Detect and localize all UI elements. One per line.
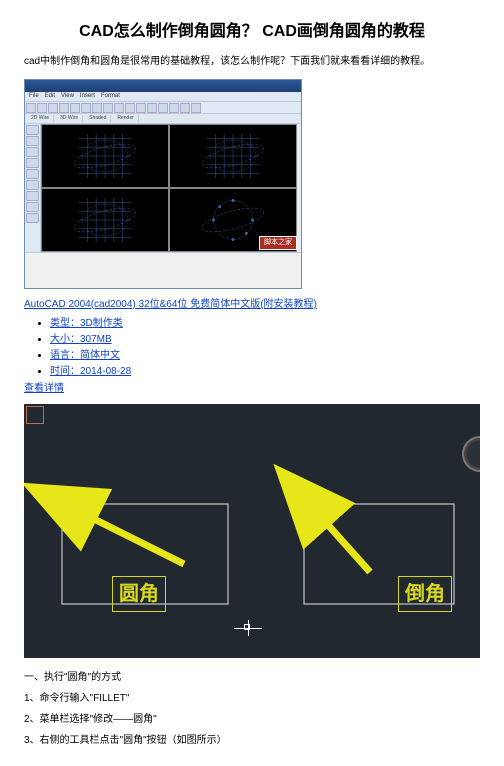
cad-viewport (41, 124, 297, 252)
intro-text: cad中制作倒角和圆角是很常用的基础教程，该怎么制作呢？下面我们就来看看详细的教… (24, 54, 480, 69)
meta-type: 类型：3D制作类 (50, 316, 480, 331)
cad-sidebar (25, 124, 41, 252)
cad-tabs: 2D Wire3D WireShadedRender (25, 114, 301, 124)
section-heading: 一、执行"圆角"的方式 (24, 670, 480, 685)
cad-titlebar (25, 80, 301, 92)
page-title: CAD怎么制作倒角圆角？ CAD画倒角圆角的教程 (24, 20, 480, 44)
viewport-q1 (41, 124, 169, 188)
meta-lang: 语言：简体中文 (50, 348, 480, 363)
download-link[interactable]: AutoCAD 2004(cad2004) 32位&64位 免费简体中文版(附安… (24, 299, 317, 310)
meta-date: 时间：2014-08-28 (50, 364, 480, 379)
watermark: 脚本之家 (259, 236, 297, 251)
chamfer-fillet-diagram: 圆角 倒角 (24, 404, 480, 658)
chamfer-label: 倒角 (398, 576, 452, 612)
viewport-q3 (41, 188, 169, 252)
step-2: 2、菜单栏选择"修改——圆角" (24, 712, 480, 727)
cad-screenshot: FileEditViewInsertFormat 2D Wire3D WireS… (24, 79, 302, 289)
viewport-q2 (169, 124, 297, 188)
step-1: 1、命令行输入"FILLET" (24, 691, 480, 706)
fillet-label: 圆角 (112, 576, 166, 612)
detail-link-row: 查看详情 (24, 381, 480, 396)
download-link-row: AutoCAD 2004(cad2004) 32位&64位 免费简体中文版(附安… (24, 297, 480, 312)
cursor-box-icon (244, 624, 250, 630)
meta-size: 大小：307MB (50, 332, 480, 347)
cad-command-area (25, 252, 301, 288)
download-meta-list: 类型：3D制作类 大小：307MB 语言：简体中文 时间：2014-08-28 (24, 316, 480, 379)
step-3: 3、右侧的工具栏点击"圆角"按钮（如图所示） (24, 733, 480, 748)
cad-menubar: FileEditViewInsertFormat (25, 92, 301, 102)
cad-toolbar1 (25, 102, 301, 114)
view-detail-link[interactable]: 查看详情 (24, 383, 64, 394)
